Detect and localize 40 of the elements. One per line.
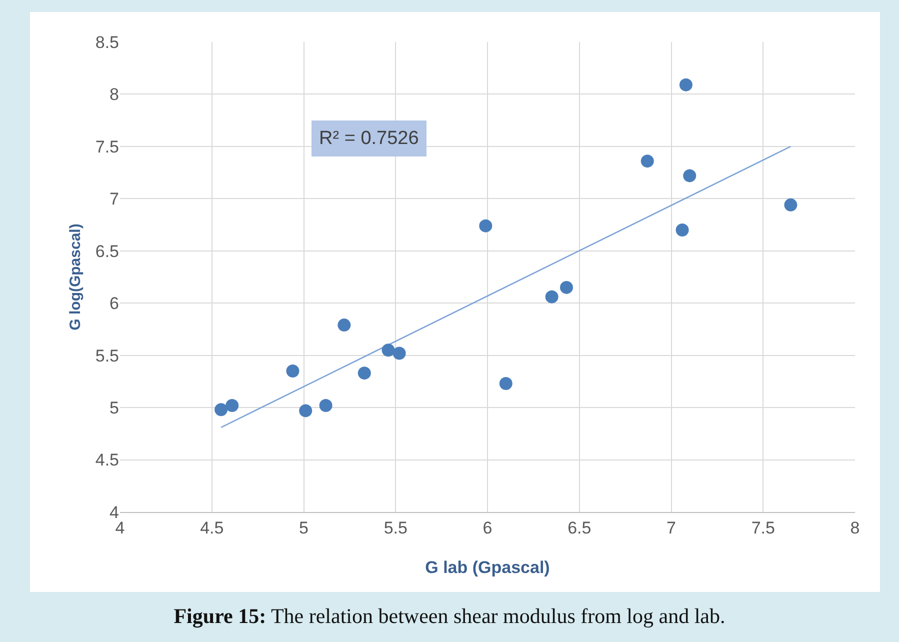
x-axis-title: G lab (Gpascal) [425,558,550,577]
y-tick-label: 7.5 [95,137,119,156]
y-tick-label: 6.5 [95,242,119,261]
y-axis-title: G log(Gpascal) [67,224,84,330]
x-tick-label: 5.5 [384,518,408,538]
point [560,280,574,294]
point [545,290,558,304]
y-tick-label: 7 [110,190,119,209]
point [676,224,689,236]
point [679,78,692,92]
y-tick-label: 4 [110,502,119,522]
y-tick-label: 4.5 [95,450,119,470]
point [299,404,312,418]
point [382,344,395,357]
point [338,318,351,332]
point [358,366,371,380]
x-tick-label: 6 [482,518,492,538]
y-tick-label: 8.5 [95,32,119,52]
y-tick-label: 5 [110,398,119,418]
x-tick-label: 4.5 [200,518,224,538]
point [683,169,696,182]
x-tick-label: 6.5 [568,518,592,538]
point [784,198,798,212]
y-tick-label: 5.5 [95,346,119,366]
x-tick-label: 7.5 [751,518,775,538]
text: Figure 15: The relation between shear modulus from log and lab. [172,604,726,629]
point [214,403,228,416]
x-tick-label: 5 [299,518,308,538]
y-tick-label: 8 [110,85,119,104]
y-tick-label: 6 [110,294,119,314]
x-tick-label: 7 [666,518,676,538]
point [286,364,300,378]
point [226,398,239,412]
annotation: R² = 0.7526 [319,128,419,149]
point [640,154,654,168]
x-tick-label: 8 [850,518,860,538]
point [499,377,512,390]
point [319,398,332,412]
point [479,219,492,232]
point [392,346,406,360]
